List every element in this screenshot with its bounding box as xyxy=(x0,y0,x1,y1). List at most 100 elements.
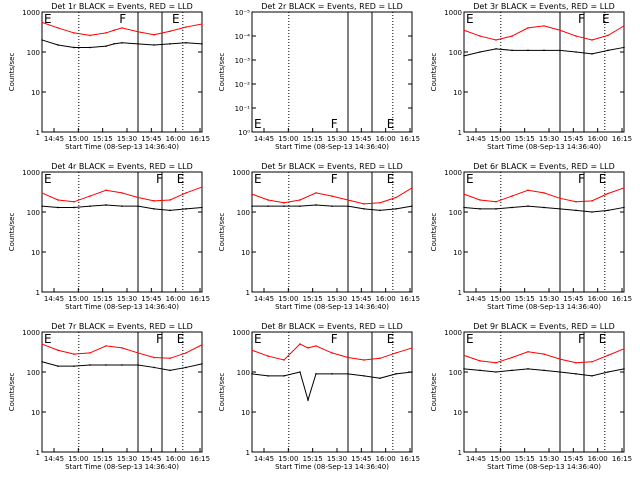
data-point xyxy=(105,32,107,34)
x-axis-label: Start Time (08-Sep-13 14:36:40) xyxy=(275,463,389,471)
data-point xyxy=(623,368,625,370)
data-point xyxy=(73,353,75,355)
data-point xyxy=(463,354,465,357)
y-tick-label: 1 xyxy=(246,449,250,457)
y-axis-label: Counts/sec xyxy=(430,213,438,252)
data-point xyxy=(559,29,561,32)
data-point xyxy=(57,27,59,29)
data-point xyxy=(201,343,203,346)
data-point xyxy=(511,206,513,209)
data-point xyxy=(299,205,301,207)
data-point xyxy=(591,211,593,213)
x-tick-label: 15:30 xyxy=(117,455,137,463)
data-point xyxy=(395,208,397,210)
data-point xyxy=(57,199,59,201)
data-point xyxy=(527,27,529,29)
chart-title: Det 9r BLACK = Events, RED = LLD xyxy=(473,322,615,331)
x-tick-label: 16:15 xyxy=(400,135,420,143)
data-point xyxy=(185,26,187,28)
data-point xyxy=(185,366,187,369)
phase-marker-e: E xyxy=(254,117,262,131)
plot-frame xyxy=(251,171,413,293)
x-tick-label: 14:45 xyxy=(254,135,274,143)
data-point xyxy=(623,206,625,209)
phase-marker-e: E xyxy=(44,12,52,26)
x-tick-label: 16:00 xyxy=(376,455,396,463)
data-point xyxy=(607,192,609,195)
x-tick-label: 15:30 xyxy=(327,455,347,463)
data-point xyxy=(511,195,513,197)
x-tick-label: 16:00 xyxy=(376,295,396,303)
data-point xyxy=(251,349,253,352)
x-tick-label: 15:45 xyxy=(141,455,161,463)
chart-panel-6: Det 6r BLACK = Events, RED = LLD 1 10 100 10… xyxy=(430,162,632,311)
y-axis-label: Counts/sec xyxy=(8,53,16,92)
data-point xyxy=(283,359,285,361)
data-point xyxy=(201,363,203,365)
data-point xyxy=(575,200,577,203)
series-line-lld xyxy=(463,25,625,41)
x-axis-label: Start Time (08-Sep-13 14:36:40) xyxy=(65,143,179,151)
phase-marker-f: F xyxy=(578,332,585,346)
plot-frame xyxy=(251,11,413,133)
x-axis-label: Start Time (08-Sep-13 14:36:40) xyxy=(487,303,601,311)
phase-marker-e: E xyxy=(44,332,52,346)
data-point xyxy=(121,364,123,366)
series-line-lld xyxy=(41,186,203,203)
data-point xyxy=(331,373,333,375)
data-point xyxy=(169,199,171,201)
data-point xyxy=(57,349,59,352)
x-tick-label: 16:00 xyxy=(166,295,186,303)
data-point xyxy=(347,199,349,201)
data-point xyxy=(201,206,203,209)
data-point xyxy=(105,204,107,206)
x-tick-label: 15:45 xyxy=(563,295,583,303)
data-point xyxy=(607,49,609,52)
y-tick-label: 100 xyxy=(237,209,250,217)
data-point xyxy=(315,345,317,347)
x-tick-label: 15:15 xyxy=(515,135,535,143)
data-point xyxy=(169,357,171,360)
data-point xyxy=(347,373,349,375)
chart-panel-4: Det 4r BLACK = Events, RED = LLD 1 10 100 10… xyxy=(8,162,210,311)
x-tick-label: 14:45 xyxy=(44,135,64,143)
data-point xyxy=(307,399,309,401)
data-point xyxy=(395,373,397,375)
x-tick-label: 15:15 xyxy=(93,135,113,143)
y-tick-label: 1000 xyxy=(232,329,250,337)
data-point xyxy=(153,33,155,36)
data-point xyxy=(89,205,91,207)
x-tick-label: 15:30 xyxy=(117,135,137,143)
data-point xyxy=(527,350,529,353)
phase-marker-e: E xyxy=(172,12,180,26)
data-point xyxy=(41,343,43,345)
series-line-lld xyxy=(41,343,203,359)
y-tick-label: 10⁻² xyxy=(235,81,251,89)
y-tick-label: 1000 xyxy=(22,329,40,337)
y-tick-label: 10⁻⁵ xyxy=(235,9,251,17)
data-point xyxy=(315,373,317,375)
x-axis-label: Start Time (08-Sep-13 14:36:40) xyxy=(487,143,601,151)
x-tick-label: 14:45 xyxy=(466,455,486,463)
data-point xyxy=(591,360,593,363)
data-point xyxy=(543,369,545,372)
y-tick-label: 1 xyxy=(36,449,40,457)
x-tick-label: 16:15 xyxy=(612,295,632,303)
series-line-lld xyxy=(463,187,625,203)
data-point xyxy=(267,199,269,201)
y-axis-label: Counts/sec xyxy=(218,373,226,412)
x-tick-label: 16:00 xyxy=(166,135,186,143)
x-tick-label: 15:45 xyxy=(351,295,371,303)
data-point xyxy=(89,352,91,354)
data-point xyxy=(315,204,317,206)
y-axis-label: Counts/sec xyxy=(430,53,438,92)
data-point xyxy=(169,30,171,33)
x-axis-label: Start Time (08-Sep-13 14:36:40) xyxy=(65,303,179,311)
x-tick-label: 16:15 xyxy=(400,455,420,463)
data-point xyxy=(511,356,513,359)
data-point xyxy=(73,32,75,34)
data-point xyxy=(169,209,171,212)
y-axis-label: Counts/sec xyxy=(218,213,226,252)
phase-marker-e: E xyxy=(466,332,474,346)
data-point xyxy=(511,369,513,372)
